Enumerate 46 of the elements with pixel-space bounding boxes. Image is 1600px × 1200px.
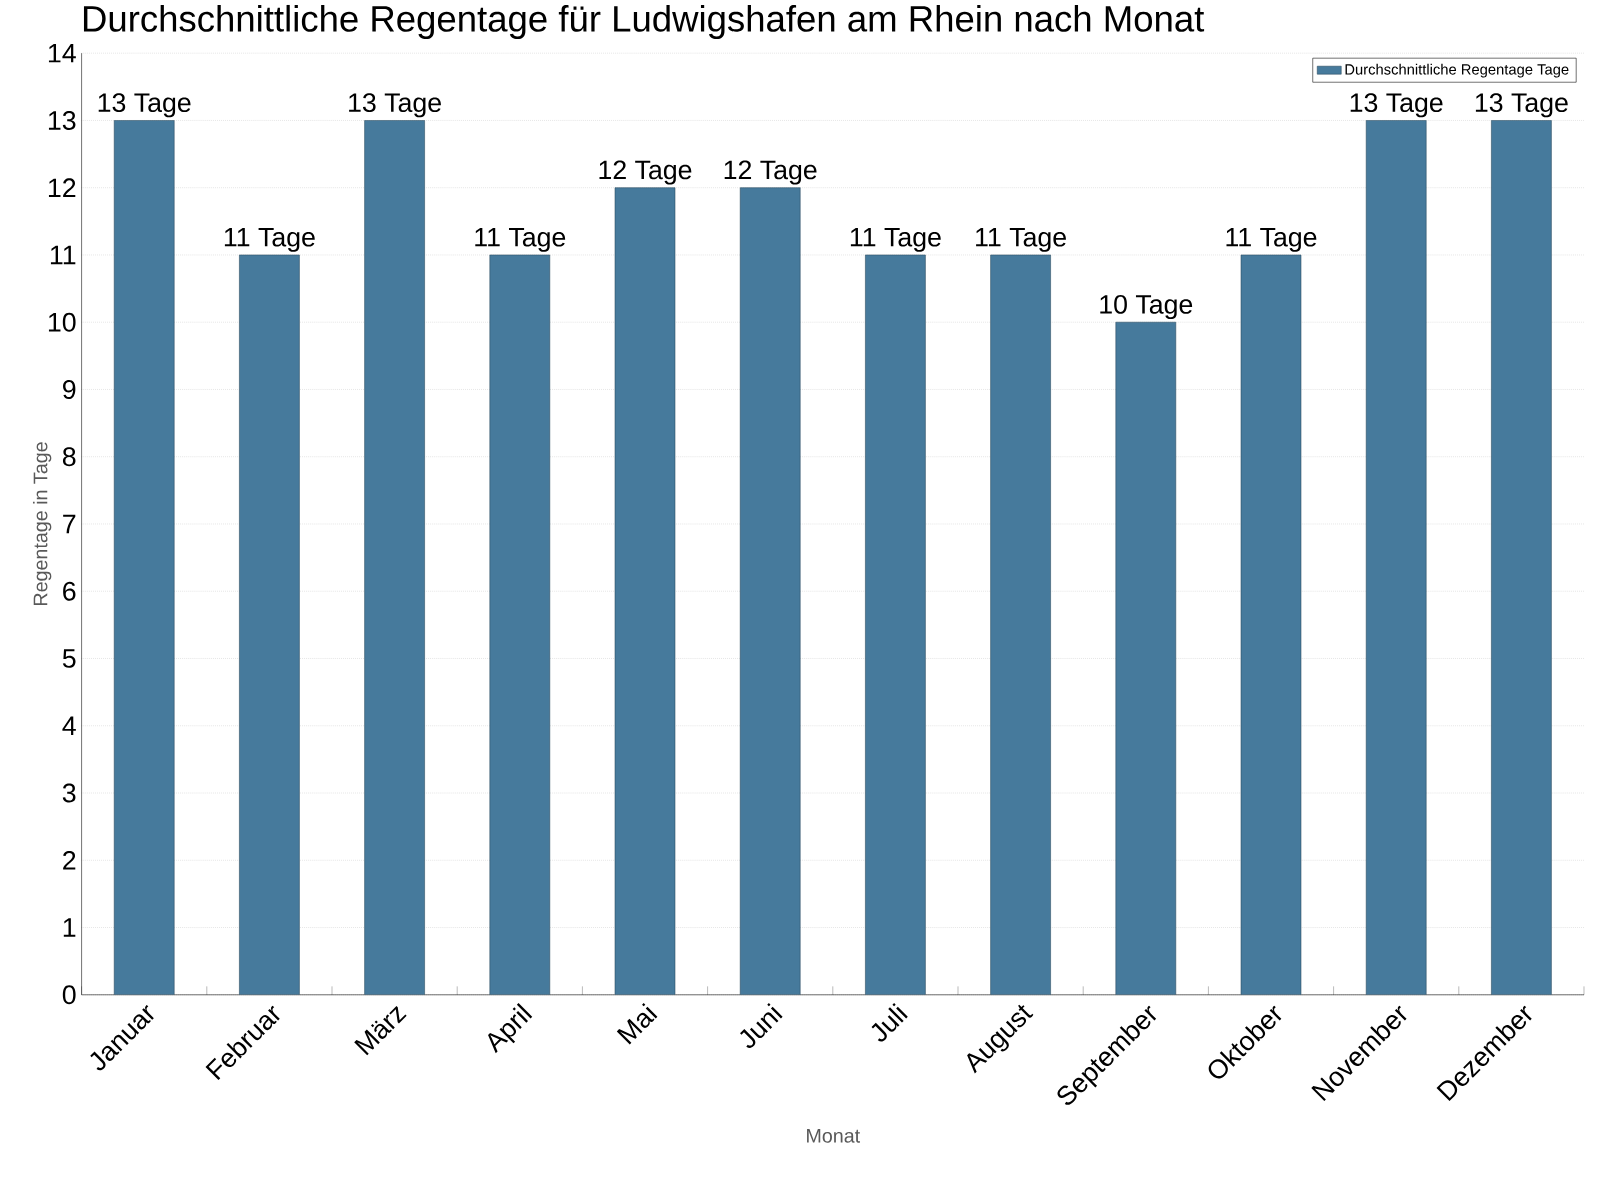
x-axis-title: Monat [807, 1129, 861, 1143]
bar [1365, 120, 1427, 995]
bar [239, 254, 300, 995]
data-label: 11 Tage [850, 227, 941, 252]
bar [1240, 254, 1302, 995]
bar [1491, 120, 1552, 995]
y-tick-label: 1 [63, 918, 76, 937]
chart-title: Durchschnittliche Regentage für Ludwigshafen am Rhein nach Monat [83, 4, 1205, 40]
y-tick-label: 9 [63, 380, 76, 399]
data-label: 11 Tage [475, 227, 566, 252]
bar [364, 120, 425, 995]
data-label: 13 Tage [349, 93, 441, 118]
data-label: 13 Tage [98, 93, 191, 118]
y-tick-label: 5 [62, 649, 76, 668]
data-label: 11 Tage [976, 227, 1066, 252]
data-label: 11 Tage [1226, 227, 1317, 252]
data-label: 11 Tage [224, 227, 315, 252]
data-label: 10 Tage [1100, 294, 1193, 320]
y-tick-label: 10 [48, 312, 76, 332]
bar [1115, 321, 1177, 995]
y-tick-label: 4 [62, 716, 76, 735]
x-tick-label: Mai [616, 1003, 658, 1045]
bar [739, 187, 801, 995]
y-tick-label: 0 [62, 985, 76, 1005]
bar [990, 254, 1051, 995]
y-tick-label: 7 [63, 514, 76, 534]
y-tick-label: 8 [62, 447, 76, 467]
bar [113, 120, 175, 995]
y-tick-label: 14 [48, 44, 76, 63]
y-tick-label: 6 [63, 581, 76, 601]
legend-label: Durchschnittliche Regentage Tage [1345, 63, 1569, 78]
y-tick-label: 3 [62, 783, 76, 803]
y-tick-label: 13 [48, 110, 76, 130]
bar [489, 254, 551, 995]
y-tick-label: 12 [48, 178, 76, 198]
x-tick-label: Juni [740, 1003, 783, 1048]
data-label: 12 Tage [724, 160, 817, 185]
y-axis-title: Regentage in Tage [32, 442, 52, 605]
x-tick-label: Juli [871, 1003, 908, 1042]
bar [865, 254, 926, 995]
data-label: 13 Tage [1350, 93, 1443, 118]
data-label: 13 Tage [1475, 93, 1568, 118]
y-tick-label: 11 [50, 245, 76, 265]
bar [614, 187, 676, 995]
y-tick-label: 2 [63, 850, 76, 870]
data-label: 12 Tage [599, 160, 692, 185]
